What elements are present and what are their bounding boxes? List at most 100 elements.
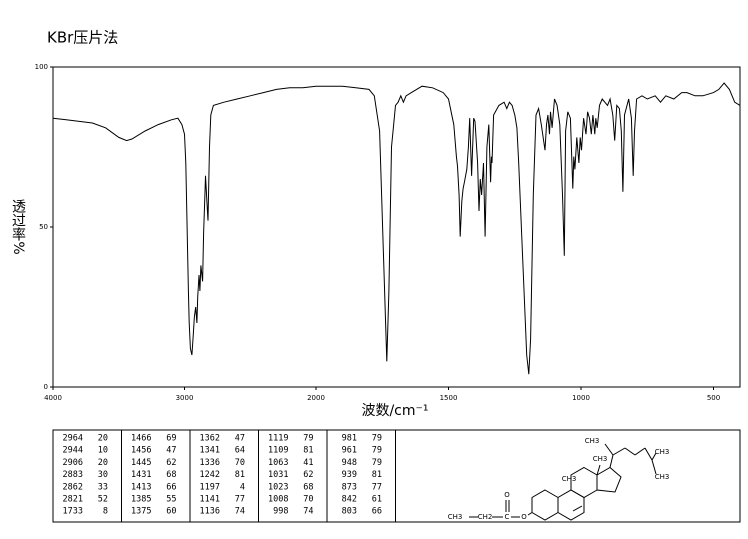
peak-wavenumber: 1197 (200, 482, 220, 492)
x-tick-label: 1000 (572, 394, 590, 402)
structure-label: C (505, 513, 510, 521)
peak-wavenumber: 2906 (63, 458, 83, 468)
ring-a (531, 489, 559, 521)
structure-label: CH3 (585, 437, 600, 445)
peak-transmittance: 55 (166, 495, 176, 505)
peak-wavenumber: 2862 (63, 482, 83, 492)
peak-wavenumber: 2821 (63, 495, 83, 505)
peak-wavenumber: 1136 (200, 507, 220, 517)
peak-wavenumber: 961 (342, 446, 357, 456)
peak-transmittance: 79 (372, 458, 382, 468)
peak-wavenumber: 1031 (268, 470, 288, 480)
peak-transmittance: 66 (166, 482, 176, 492)
structure-label: CH3 (655, 448, 670, 456)
peak-transmittance: 47 (166, 446, 176, 456)
peak-transmittance: 10 (98, 446, 108, 456)
structure-label: CH3 (562, 475, 577, 483)
peak-wavenumber: 998 (273, 507, 288, 517)
x-tick-label: 500 (707, 394, 720, 402)
peak-wavenumber: 939 (342, 470, 357, 480)
bond (644, 447, 653, 461)
structure-label: CH3 (448, 513, 463, 521)
peak-transmittance: 64 (235, 446, 245, 456)
peak-wavenumber: 1023 (268, 482, 288, 492)
peak-wavenumber: 2964 (63, 434, 83, 444)
peak-wavenumber: 1385 (131, 495, 151, 505)
peak-wavenumber: 1141 (200, 495, 220, 505)
bond (609, 454, 614, 468)
x-tick-label: 3000 (176, 394, 194, 402)
peak-transmittance: 68 (166, 470, 176, 480)
structure-label: CH3 (593, 455, 608, 463)
peak-wavenumber: 1242 (200, 470, 220, 480)
bond (527, 512, 533, 516)
peak-transmittance: 81 (303, 446, 313, 456)
peak-transmittance: 81 (235, 470, 245, 480)
table-frame (52, 429, 741, 523)
structure-label: CH2 (478, 513, 493, 521)
x-tick-label: 2000 (307, 394, 325, 402)
peak-transmittance: 79 (372, 434, 382, 444)
bond (634, 447, 646, 456)
peak-transmittance: 41 (303, 458, 313, 468)
peak-wavenumber: 2944 (63, 446, 83, 456)
peak-wavenumber: 1336 (200, 458, 220, 468)
chart-title: KBr压片法 (47, 29, 118, 47)
peak-transmittance: 79 (372, 446, 382, 456)
structure-label: O (521, 513, 527, 521)
peak-transmittance: 74 (235, 507, 245, 517)
plot-frame (52, 66, 741, 388)
peak-transmittance: 68 (303, 482, 313, 492)
x-tick-label: 1500 (440, 394, 458, 402)
peak-transmittance: 77 (372, 482, 382, 492)
ring-b (557, 489, 585, 521)
peak-wavenumber: 1375 (131, 507, 151, 517)
peak-transmittance: 62 (166, 458, 176, 468)
peak-transmittance: 70 (303, 495, 313, 505)
peak-wavenumber: 1341 (200, 446, 220, 456)
peak-transmittance: 20 (98, 458, 108, 468)
structure-label: O (504, 491, 510, 499)
peak-transmittance: 20 (98, 434, 108, 444)
peak-wavenumber: 1109 (268, 446, 288, 456)
y-tick-label: 100 (35, 63, 48, 71)
peak-wavenumber: 803 (342, 507, 357, 517)
ring-d (596, 466, 622, 493)
bond (604, 443, 614, 456)
peak-table: 2964 20 2944 10 2906 20 2883 30 2862 33 2821 52 1733… (63, 430, 396, 522)
y-tick-label: 0 (44, 383, 48, 391)
peak-transmittance: 61 (372, 495, 382, 505)
peak-wavenumber: 1119 (268, 434, 288, 444)
peak-transmittance: 77 (235, 495, 245, 505)
x-axis-label: 波数/cm⁻¹ (361, 403, 428, 419)
peak-wavenumber: 1413 (131, 482, 151, 492)
peak-transmittance: 33 (98, 482, 108, 492)
peak-transmittance: 52 (98, 495, 108, 505)
peak-wavenumber: 1431 (131, 470, 151, 480)
spectrum-line (52, 82, 741, 375)
peak-wavenumber: 948 (342, 458, 357, 468)
bond (596, 464, 601, 476)
peak-transmittance: 47 (235, 434, 245, 444)
peak-transmittance: 79 (303, 434, 313, 444)
peak-transmittance: 30 (98, 470, 108, 480)
peak-wavenumber: 1063 (268, 458, 288, 468)
y-axis-label: 透过率% (10, 199, 26, 254)
peak-transmittance: 66 (372, 507, 382, 517)
peak-wavenumber: 1456 (131, 446, 151, 456)
peak-wavenumber: 1362 (200, 434, 220, 444)
peak-transmittance: 8 (103, 507, 108, 517)
peak-transmittance: 62 (303, 470, 313, 480)
bond (624, 447, 636, 456)
peak-transmittance: 60 (166, 507, 176, 517)
bond (651, 452, 657, 461)
bond (612, 447, 626, 456)
structure: CH3 CH3 CH3 CH3 CH3 O CH3 CH2 C O (448, 437, 670, 521)
peak-wavenumber: 1008 (268, 495, 288, 505)
peak-wavenumber: 1733 (63, 507, 83, 517)
peak-transmittance: 69 (166, 434, 176, 444)
peak-wavenumber: 1445 (131, 458, 151, 468)
peak-wavenumber: 842 (342, 495, 357, 505)
x-tick-label: 4000 (44, 394, 62, 402)
